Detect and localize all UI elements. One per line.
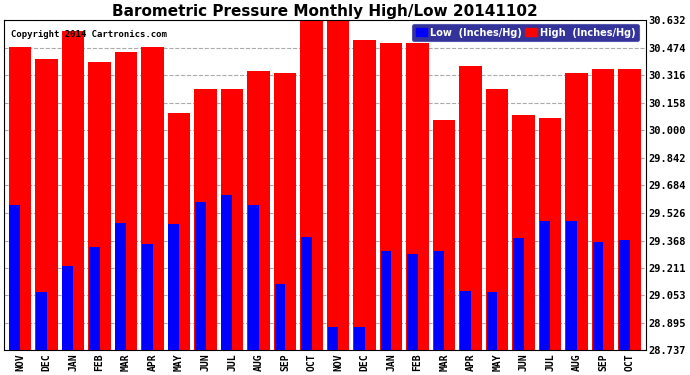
Bar xyxy=(460,291,471,350)
Bar xyxy=(407,254,417,350)
Bar xyxy=(618,69,641,350)
Bar xyxy=(195,88,217,350)
Bar xyxy=(592,69,614,350)
Bar xyxy=(539,118,562,350)
Bar xyxy=(63,266,73,350)
Legend: Low  (Inches/Hg), High  (Inches/Hg): Low (Inches/Hg), High (Inches/Hg) xyxy=(412,24,639,41)
Bar xyxy=(221,195,232,350)
Bar xyxy=(36,292,46,350)
Bar xyxy=(513,115,535,350)
Bar xyxy=(327,21,349,350)
Text: Copyright 2014 Cartronics.com: Copyright 2014 Cartronics.com xyxy=(10,30,166,39)
Bar xyxy=(380,44,402,350)
Bar xyxy=(566,221,577,350)
Bar xyxy=(433,120,455,350)
Title: Barometric Pressure Monthly High/Low 20141102: Barometric Pressure Monthly High/Low 201… xyxy=(112,4,538,19)
Bar xyxy=(619,240,630,350)
Bar xyxy=(540,221,550,350)
Bar xyxy=(433,251,444,350)
Bar xyxy=(115,52,137,350)
Bar xyxy=(10,206,20,350)
Bar xyxy=(328,327,338,350)
Bar xyxy=(35,59,58,350)
Bar xyxy=(195,202,206,350)
Bar xyxy=(486,88,509,350)
Bar xyxy=(486,292,497,350)
Bar xyxy=(354,327,364,350)
Bar xyxy=(565,73,588,350)
Bar xyxy=(380,251,391,350)
Bar xyxy=(274,73,297,350)
Bar xyxy=(247,71,270,350)
Bar xyxy=(513,238,524,350)
Bar xyxy=(9,47,31,350)
Bar xyxy=(168,225,179,350)
Bar xyxy=(460,66,482,350)
Bar xyxy=(88,63,111,350)
Bar xyxy=(89,247,99,350)
Bar xyxy=(115,223,126,350)
Bar xyxy=(141,47,164,350)
Bar xyxy=(221,88,244,350)
Bar xyxy=(248,206,259,350)
Bar xyxy=(62,31,84,350)
Bar xyxy=(300,21,323,350)
Bar xyxy=(275,284,285,350)
Bar xyxy=(353,40,376,350)
Bar xyxy=(168,113,190,350)
Bar xyxy=(406,44,429,350)
Bar xyxy=(593,242,603,350)
Bar xyxy=(301,237,312,350)
Bar xyxy=(142,244,152,350)
